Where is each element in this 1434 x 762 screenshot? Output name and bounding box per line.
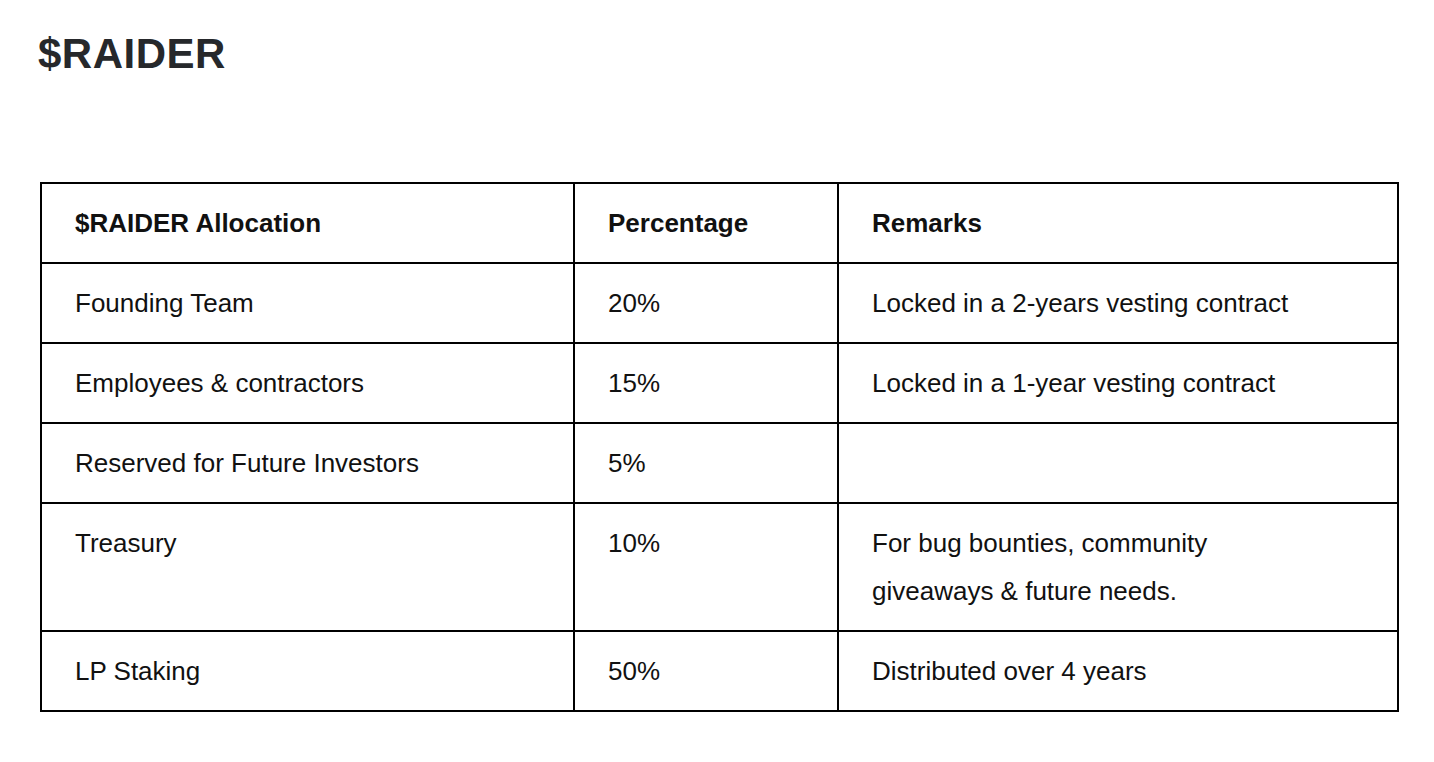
- remarks-cell: [838, 423, 1398, 503]
- percentage-cell: 5%: [574, 423, 838, 503]
- document-page: $RAIDER $RAIDER Allocation Percentage Re…: [0, 0, 1434, 762]
- remarks-cell: Distributed over 4 years: [838, 631, 1398, 711]
- page-title: $RAIDER: [38, 30, 226, 78]
- allocation-cell: Treasury: [41, 503, 574, 631]
- table-row: Founding Team 20% Locked in a 2-years ve…: [41, 263, 1398, 343]
- percentage-cell: 50%: [574, 631, 838, 711]
- allocation-cell: Reserved for Future Investors: [41, 423, 574, 503]
- allocation-table: $RAIDER Allocation Percentage Remarks Fo…: [40, 182, 1399, 712]
- remarks-cell: Locked in a 2-years vesting contract: [838, 263, 1398, 343]
- header-remarks: Remarks: [838, 183, 1398, 263]
- percentage-cell: 20%: [574, 263, 838, 343]
- allocation-cell: Founding Team: [41, 263, 574, 343]
- remarks-cell: Locked in a 1-year vesting contract: [838, 343, 1398, 423]
- table-row: Reserved for Future Investors 5%: [41, 423, 1398, 503]
- table-row: LP Staking 50% Distributed over 4 years: [41, 631, 1398, 711]
- remarks-cell: For bug bounties, community giveaways & …: [838, 503, 1398, 631]
- table-header-row: $RAIDER Allocation Percentage Remarks: [41, 183, 1398, 263]
- header-allocation: $RAIDER Allocation: [41, 183, 574, 263]
- header-percentage: Percentage: [574, 183, 838, 263]
- allocation-cell: Employees & contractors: [41, 343, 574, 423]
- percentage-cell: 10%: [574, 503, 838, 631]
- table-row: Employees & contractors 15% Locked in a …: [41, 343, 1398, 423]
- allocation-cell: LP Staking: [41, 631, 574, 711]
- table-row: Treasury 10% For bug bounties, community…: [41, 503, 1398, 631]
- percentage-cell: 15%: [574, 343, 838, 423]
